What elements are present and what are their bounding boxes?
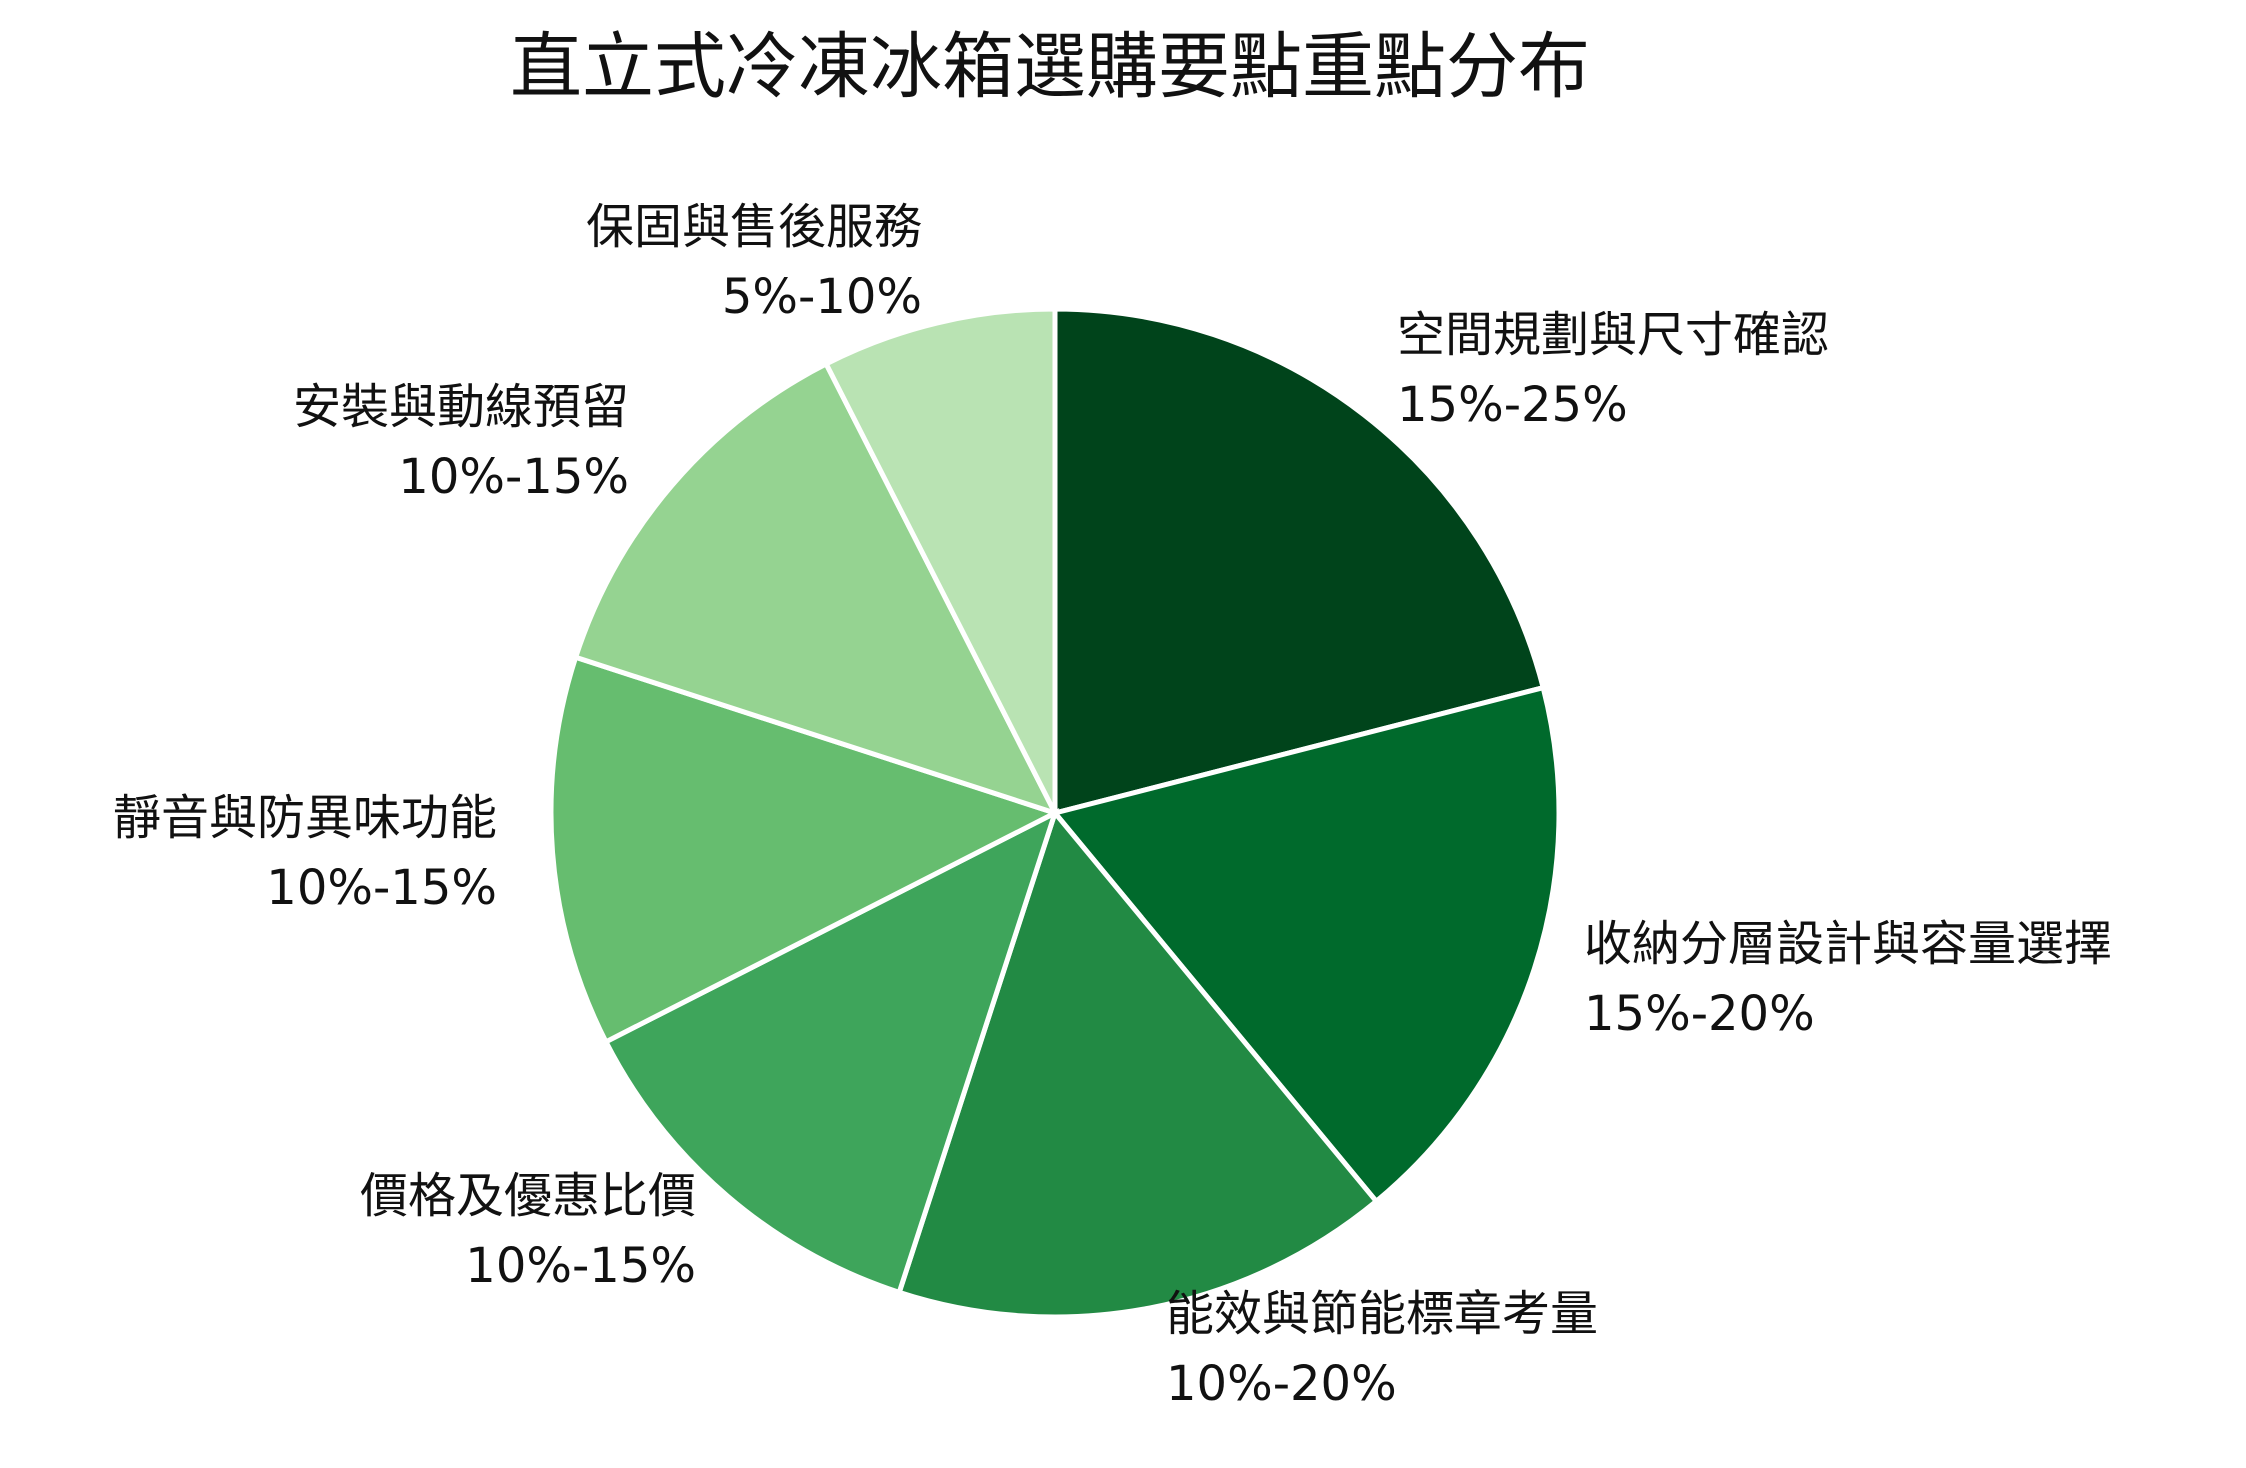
slice-label: 價格及優惠比價: [360, 1168, 696, 1224]
pie-slice: [822, 306, 1058, 815]
slice-label: 靜音與防異味功能: [113, 790, 497, 846]
slice-range-label: 5%-10%: [722, 269, 922, 325]
pie-slice: [602, 808, 1060, 1296]
chart-title: 直立式冷凍冰箱選購要點重點分布: [510, 25, 1590, 109]
slice-range-label: 10%-15%: [465, 1238, 696, 1294]
slice-label: 保固與售後服務: [586, 199, 922, 255]
slice-label: 能效與節能標章考量: [1166, 1286, 1598, 1342]
slice-range-label: 10%-20%: [1166, 1356, 1397, 1412]
pie-slice: [1050, 684, 1562, 1205]
pie-slice: [548, 654, 1062, 1046]
pie-slice: [572, 360, 1060, 818]
slice-label: 安裝與動線預留: [293, 379, 629, 435]
slice-range-label: 10%-15%: [398, 449, 629, 505]
slice-range-label: 15%-20%: [1584, 986, 1815, 1042]
slice-range-label: 15%-25%: [1397, 377, 1628, 433]
pie-slice: [1052, 306, 1547, 817]
slice-label: 空間規劃與尺寸確認: [1397, 307, 1829, 363]
slice-range-label: 10%-15%: [266, 860, 497, 916]
pie-slice: [896, 807, 1380, 1320]
slice-label: 收納分層設計與容量選擇: [1584, 916, 2112, 972]
